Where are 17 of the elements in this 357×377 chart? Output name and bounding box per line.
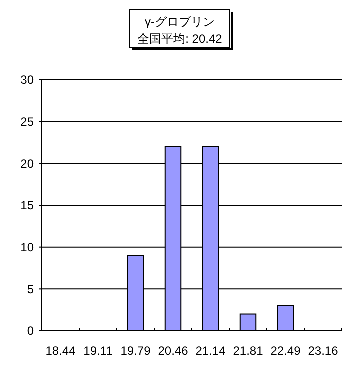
x-tick-label: 21.81 [233,344,264,358]
x-tick-label: 22.49 [270,344,302,358]
chart-subtitle: 全国平均: 20.42 [138,32,223,46]
y-tick-label: 0 [27,324,34,338]
x-tick-label: 19.79 [120,344,152,358]
y-tick-label: 30 [20,73,34,88]
y-tick-label: 5 [27,282,34,296]
y-tick-label: 25 [20,115,34,130]
x-tick-label: 20.46 [158,344,189,358]
x-tick-label: 18.44 [46,344,76,358]
x-tick-label: 21.14 [196,344,226,358]
x-tick-label: 19.11 [84,344,114,358]
y-tick-label: 15 [20,198,34,213]
chart-title: γ-グロブリン [145,15,215,29]
y-tick-label: 10 [20,240,34,255]
y-tick-label: 20 [20,156,34,171]
x-tick-label: 23.16 [308,344,339,358]
